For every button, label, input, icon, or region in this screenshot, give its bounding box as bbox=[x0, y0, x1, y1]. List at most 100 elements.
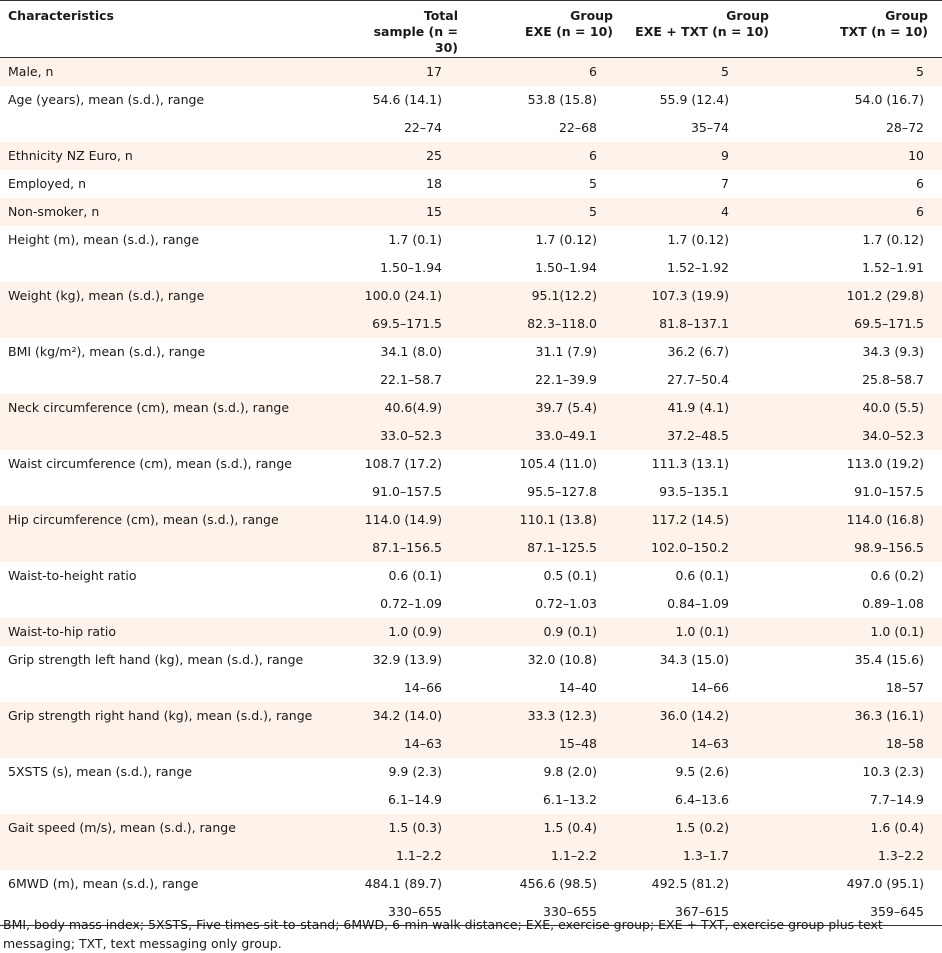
row-label: Neck circumference (cm), mean (s.d.), ra… bbox=[8, 400, 290, 415]
value-cell: 93.5–135.1 bbox=[659, 484, 729, 499]
header-line2: EXE (n = 10) bbox=[525, 24, 613, 39]
row-label: Grip strength right hand (kg), mean (s.d… bbox=[8, 708, 313, 723]
value-cell: 1.7 (0.12) bbox=[862, 232, 924, 247]
value-cell: 102.0–150.2 bbox=[651, 540, 729, 555]
row-label: Ethnicity NZ Euro, n bbox=[8, 148, 133, 163]
value-cell: 55.9 (12.4) bbox=[659, 92, 729, 107]
value-cell: 53.8 (15.8) bbox=[527, 92, 597, 107]
row-label bbox=[0, 842, 348, 870]
table-row: BMI (kg/m²), mean (s.d.), range 34.1 (8.0… bbox=[0, 338, 942, 366]
row-label: Non-smoker, n bbox=[8, 204, 100, 219]
value-cell: 18–58 bbox=[885, 736, 924, 751]
table-row: Neck circumference (cm), mean (s.d.), ra… bbox=[0, 393, 942, 422]
value-cell: 1.50–1.94 bbox=[535, 260, 597, 275]
value-cell: 33.0–49.1 bbox=[535, 428, 597, 443]
value-cell: 9.9 (2.3) bbox=[388, 764, 443, 779]
value-cell: 6.1–13.2 bbox=[543, 792, 597, 807]
table-row: 6.1–14.9 6.1–13.2 6.4–13.6 7.7–14.9 bbox=[0, 786, 942, 814]
header-line1: Characteristics bbox=[8, 8, 114, 23]
table-row: 69.5–171.5 82.3–118.0 81.8–137.1 69.5–171.5 bbox=[0, 309, 942, 338]
table-row: Waist-to-height ratio 0.6 (0.1) 0.5 (0.1) 0… bbox=[0, 562, 942, 590]
row-label bbox=[0, 786, 348, 814]
value-cell: 105.4 (11.0) bbox=[519, 456, 597, 471]
value-cell: 113.0 (19.2) bbox=[846, 456, 924, 471]
row-label: Hip circumference (cm), mean (s.d.), ran… bbox=[8, 512, 279, 527]
table-row: Male, n 17 6 5 5 bbox=[0, 57, 942, 86]
row-label bbox=[0, 478, 348, 506]
value-cell: 484.1 (89.7) bbox=[364, 876, 442, 891]
value-cell: 36.3 (16.1) bbox=[854, 708, 924, 723]
value-cell: 5 bbox=[589, 204, 597, 219]
value-cell: 35.4 (15.6) bbox=[854, 652, 924, 667]
table-row: 87.1–156.5 87.1–125.5 102.0–150.2 98.9–156.… bbox=[0, 533, 942, 562]
value-cell: 0.6 (0.1) bbox=[675, 568, 730, 583]
table-row: Weight (kg), mean (s.d.), range 100.0 (24… bbox=[0, 281, 942, 310]
value-cell: 34.1 (8.0) bbox=[380, 344, 442, 359]
row-label: 5XSTS (s), mean (s.d.), range bbox=[8, 764, 193, 779]
value-cell: 25 bbox=[426, 148, 442, 163]
header-total-sample: Total sample (n = 30) bbox=[348, 1, 472, 58]
value-cell: 82.3–118.0 bbox=[527, 316, 597, 331]
header-line1: Group bbox=[570, 8, 613, 23]
value-cell: 34.3 (9.3) bbox=[862, 344, 924, 359]
value-cell: 14–66 bbox=[690, 680, 729, 695]
value-cell: 95.1(12.2) bbox=[531, 288, 597, 303]
value-cell: 10.3 (2.3) bbox=[862, 764, 924, 779]
value-cell: 10 bbox=[908, 148, 924, 163]
value-cell: 0.89–1.08 bbox=[862, 596, 924, 611]
value-cell: 36.0 (14.2) bbox=[659, 708, 729, 723]
table-row: 14–63 15–48 14–63 18–58 bbox=[0, 729, 942, 758]
value-cell: 0.72–1.09 bbox=[380, 596, 442, 611]
value-cell: 1.6 (0.4) bbox=[870, 820, 925, 835]
row-label: Height (m), mean (s.d.), range bbox=[8, 232, 200, 247]
value-cell: 117.2 (14.5) bbox=[651, 512, 729, 527]
value-cell: 1.5 (0.3) bbox=[388, 820, 443, 835]
value-cell: 87.1–125.5 bbox=[527, 540, 597, 555]
value-cell: 359–645 bbox=[870, 903, 924, 919]
value-cell: 81.8–137.1 bbox=[659, 316, 729, 331]
row-label: Gait speed (m/s), mean (s.d.), range bbox=[8, 820, 236, 835]
value-cell: 37.2–48.5 bbox=[667, 428, 729, 443]
value-cell: 9.5 (2.6) bbox=[675, 764, 730, 779]
value-cell: 6 bbox=[589, 64, 597, 80]
row-label bbox=[0, 590, 348, 618]
value-cell: 0.5 (0.1) bbox=[543, 568, 598, 583]
row-label: 6MWD (m), mean (s.d.), range bbox=[8, 876, 199, 891]
value-cell: 1.7 (0.12) bbox=[667, 232, 729, 247]
value-cell: 32.0 (10.8) bbox=[527, 652, 597, 667]
value-cell: 1.3–1.7 bbox=[682, 848, 729, 863]
value-cell: 1.5 (0.4) bbox=[543, 820, 598, 835]
row-label: Weight (kg), mean (s.d.), range bbox=[8, 288, 205, 303]
value-cell: 0.6 (0.1) bbox=[388, 568, 443, 583]
value-cell: 25.8–58.7 bbox=[862, 372, 924, 387]
value-cell: 36.2 (6.7) bbox=[667, 344, 729, 359]
table-row: 1.1–2.2 1.1–2.2 1.3–1.7 1.3–2.2 bbox=[0, 841, 942, 870]
value-cell: 6 bbox=[589, 148, 597, 163]
row-label bbox=[0, 730, 348, 758]
value-cell: 1.52–1.92 bbox=[667, 260, 729, 275]
value-cell: 15–48 bbox=[558, 736, 597, 751]
table-row: 5XSTS (s), mean (s.d.), range 9.9 (2.3) 9.… bbox=[0, 758, 942, 786]
value-cell: 1.7 (0.1) bbox=[388, 232, 443, 247]
value-cell: 456.6 (98.5) bbox=[519, 876, 597, 891]
header-line2: sample (n = 30) bbox=[373, 24, 458, 55]
value-cell: 9 bbox=[721, 148, 729, 163]
value-cell: 28–72 bbox=[885, 120, 924, 135]
value-cell: 107.3 (19.9) bbox=[651, 288, 729, 303]
value-cell: 18 bbox=[426, 176, 442, 191]
value-cell: 14–66 bbox=[403, 680, 442, 695]
value-cell: 34.0–52.3 bbox=[862, 428, 924, 443]
table-row: Ethnicity NZ Euro, n 25 6 9 10 bbox=[0, 141, 942, 170]
value-cell: 54.6 (14.1) bbox=[372, 92, 442, 107]
value-cell: 6 bbox=[916, 176, 924, 191]
header-group-txt: Group TXT (n = 10) bbox=[783, 1, 942, 58]
table-row: 330–655 330–655 367–615 359–645 bbox=[0, 898, 942, 926]
value-cell: 33.3 (12.3) bbox=[527, 708, 597, 723]
value-cell: 98.9–156.5 bbox=[854, 540, 924, 555]
value-cell: 1.52–1.91 bbox=[862, 260, 924, 275]
table-row: Age (years), mean (s.d.), range 54.6 (14.… bbox=[0, 86, 942, 114]
value-cell: 5 bbox=[721, 64, 729, 80]
header-group-exe: Group EXE (n = 10) bbox=[472, 1, 627, 58]
value-cell: 69.5–171.5 bbox=[372, 316, 442, 331]
value-cell: 5 bbox=[589, 176, 597, 191]
